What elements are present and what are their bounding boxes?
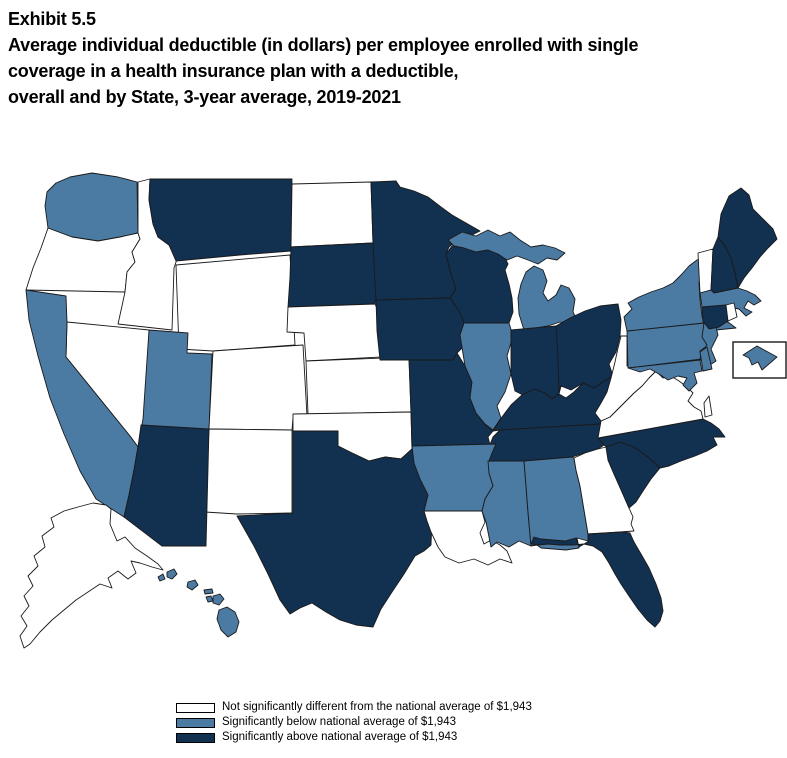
legend-row-below: Significantly below national average of … (176, 715, 532, 730)
legend-label-above: Significantly above national average of … (222, 731, 458, 743)
state-texas (236, 430, 433, 628)
state-south-dakota (287, 242, 380, 308)
legend-row-not-significant: Not significantly different from the nat… (176, 700, 532, 715)
exhibit-number: Exhibit 5.5 (8, 9, 96, 29)
state-new-mexico (204, 428, 293, 515)
page-title-line-2: coverage in a health insurance plan with… (8, 61, 459, 81)
state-colorado (208, 344, 308, 431)
state-hawaii (157, 568, 240, 638)
legend-label-below: Significantly below national average of … (222, 716, 456, 728)
state-district-of-columbia (742, 345, 778, 371)
title-block: Exhibit 5.5 Average individual deductibl… (8, 6, 768, 110)
state-maine (717, 187, 778, 289)
state-rhode-island (725, 302, 738, 322)
state-louisiana (423, 510, 513, 566)
legend-swatch-not-significant (176, 702, 215, 713)
state-mississippi (481, 460, 532, 548)
legend-label-not-significant: Not significantly different from the nat… (222, 701, 532, 713)
legend-row-above: Significantly above national average of … (176, 730, 532, 745)
state-delaware (699, 346, 713, 372)
state-kansas (305, 356, 412, 415)
legend-swatch-below (176, 717, 215, 728)
state-washington (44, 172, 139, 242)
states-group (19, 172, 787, 649)
state-maryland (627, 359, 703, 392)
state-arizona (123, 424, 210, 547)
page-title-line-3: overall and by State, 3-year average, 20… (8, 87, 401, 107)
state-montana (148, 178, 293, 262)
page-title-line-1: Average individual deductible (in dollar… (8, 35, 639, 55)
legend: Not significantly different from the nat… (176, 700, 532, 745)
state-north-dakota (290, 181, 374, 248)
legend-swatch-above (176, 732, 215, 743)
state-alaska (19, 502, 164, 649)
state-north-carolina (597, 418, 726, 469)
state-florida (530, 531, 664, 628)
state-indiana (510, 325, 560, 400)
state-iowa (375, 297, 465, 361)
state-missouri (408, 352, 494, 450)
state-wyoming (175, 254, 296, 352)
state-ohio (555, 303, 622, 395)
